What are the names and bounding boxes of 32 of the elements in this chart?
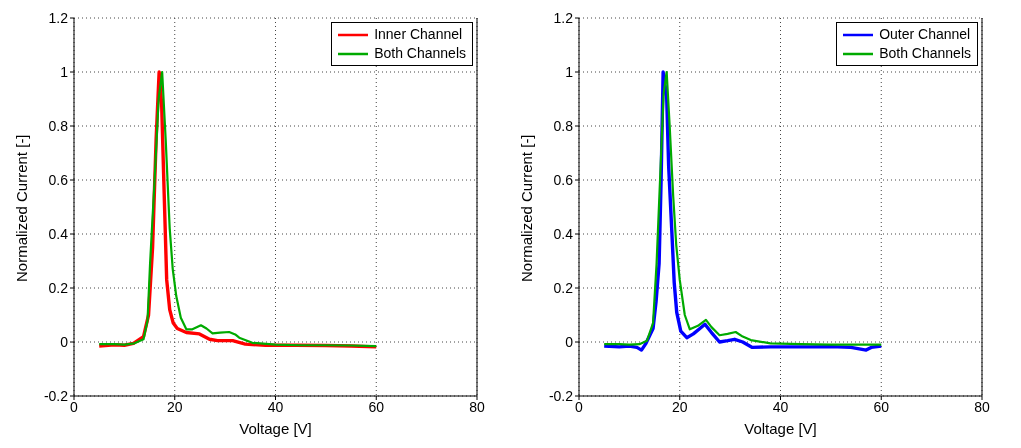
- y-tick-label: 0.2: [553, 279, 574, 296]
- legend-label: Both Channels: [879, 44, 971, 63]
- y-tick-label: 0.8: [48, 117, 69, 134]
- y-tick-label: 0: [565, 333, 574, 350]
- y-tick-label: 1: [60, 63, 69, 80]
- y-tick-label: 0.2: [48, 279, 69, 296]
- y-tick-label: 1.2: [553, 9, 574, 26]
- x-tick-label: 40: [772, 398, 789, 415]
- y-tick-label: 1.2: [48, 9, 69, 26]
- legend-label: Inner Channel: [374, 25, 463, 44]
- x-tick-label: 40: [267, 398, 284, 415]
- x-tick-label: 60: [368, 398, 385, 415]
- y-tick-label: 0.6: [553, 171, 574, 188]
- x-tick-label: 20: [166, 398, 183, 415]
- x-axis-title: Voltage [V]: [744, 420, 817, 437]
- y-tick-label: 0.4: [553, 225, 574, 242]
- x-tick-label: 80: [469, 398, 485, 415]
- y-tick-label: -0.2: [43, 387, 69, 404]
- y-tick-label: -0.2: [548, 387, 574, 404]
- legend-label: Outer Channel: [879, 25, 971, 44]
- y-tick-label: 0.8: [553, 117, 574, 134]
- y-axis-title: Normalized Current [-]: [13, 134, 31, 282]
- x-tick-label: 60: [873, 398, 890, 415]
- legend-label: Both Channels: [374, 44, 466, 63]
- x-tick-label: 80: [974, 398, 990, 415]
- x-axis-title: Voltage [V]: [239, 420, 312, 437]
- y-tick-label: 0.4: [48, 225, 69, 242]
- y-tick-label: 0.6: [48, 171, 69, 188]
- y-axis-title: Normalized Current [-]: [518, 134, 536, 282]
- x-tick-label: 20: [671, 398, 688, 415]
- y-tick-label: 0: [60, 333, 69, 350]
- y-tick-label: 1: [565, 63, 574, 80]
